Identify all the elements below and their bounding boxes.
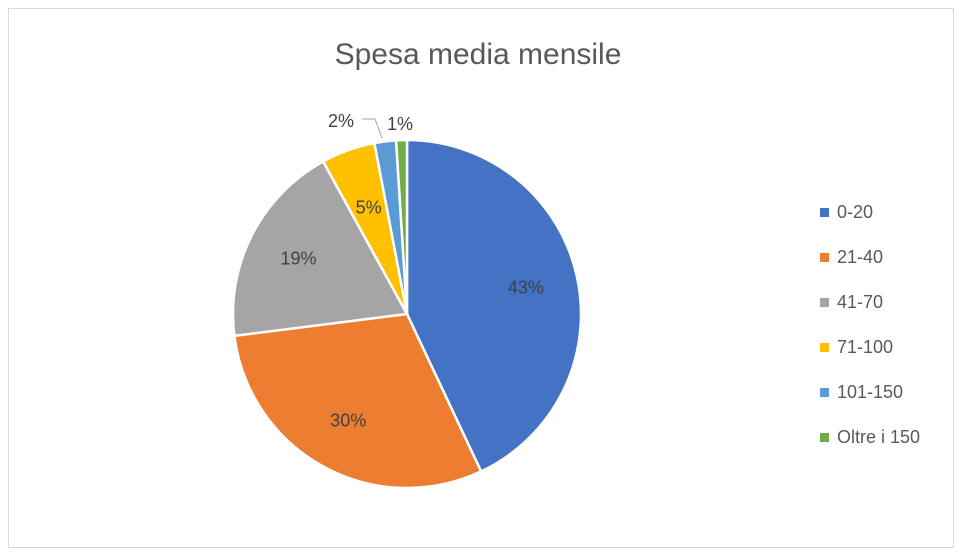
legend-swatch	[820, 253, 829, 262]
legend-item: 41-70	[820, 280, 920, 325]
legend-item: 21-40	[820, 235, 920, 280]
data-label-71-100: 5%	[356, 198, 382, 218]
pie-slice-21-40	[232, 312, 483, 490]
legend-swatch	[820, 433, 829, 442]
legend-label: 41-70	[837, 292, 884, 312]
legend-item: 101-150	[820, 370, 920, 415]
data-label-oltre-i-150: 1%	[387, 114, 413, 134]
data-label-41-70: 19%	[280, 249, 316, 269]
legend-label: 101-150	[837, 382, 904, 402]
legend-swatch	[820, 343, 829, 352]
pie-slice-41-70	[231, 159, 409, 338]
pie-slice-oltre-i-150	[394, 138, 409, 315]
legend-label: 21-40	[837, 247, 884, 267]
pie-slice-0-20	[405, 138, 583, 474]
legend-item: 0-20	[820, 190, 920, 235]
legend-label: 71-100	[837, 337, 894, 357]
leader-line	[362, 118, 383, 139]
data-label-101-150: 2%	[328, 111, 354, 131]
legend-swatch	[820, 208, 829, 217]
legend: 0-20 21-40 41-70 71-100 101-150 Oltre i 150	[820, 190, 920, 460]
data-label-0-20: 43%	[508, 277, 544, 297]
chart-title: Spesa media mensile	[334, 38, 622, 71]
legend-label: Oltre i 150	[837, 427, 921, 447]
legend-label: 0-20	[837, 202, 874, 222]
legend-swatch	[820, 388, 829, 397]
legend-item: Oltre i 150	[820, 415, 920, 460]
legend-swatch	[820, 298, 829, 307]
data-label-21-40: 30%	[330, 411, 366, 431]
legend-item: 71-100	[820, 325, 920, 370]
